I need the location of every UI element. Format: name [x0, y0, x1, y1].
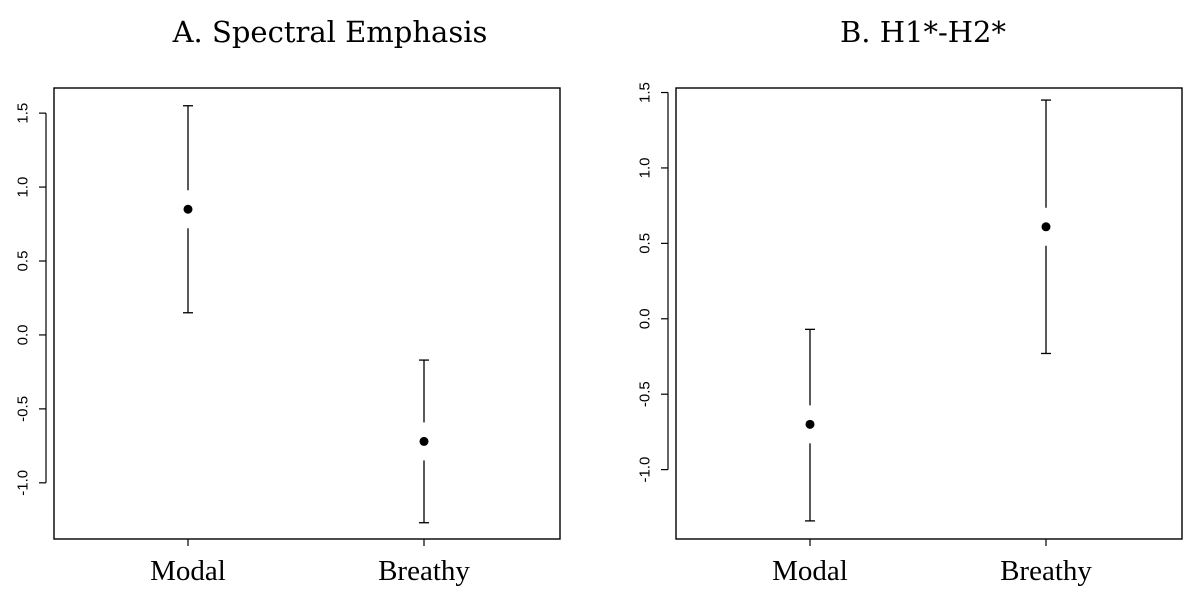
mean-point: [183, 204, 193, 214]
mean-point: [805, 419, 815, 429]
mean-point: [419, 436, 429, 446]
y-tick-label: 0.0: [637, 308, 654, 329]
y-tick-label: -0.5: [637, 381, 654, 407]
y-tick-label: 1.0: [15, 177, 32, 198]
x-category-label: Breathy: [1000, 555, 1092, 587]
panel-spectral-emphasis: A. Spectral Emphasis -1.0 -0.5 0.0 0.5 1.0 1.…: [15, 15, 561, 587]
x-category-label: Modal: [150, 555, 226, 587]
y-tick-label: 0.5: [637, 233, 654, 254]
plot-frame: [53, 87, 561, 540]
mean-point: [1041, 222, 1051, 232]
chart-title: A. Spectral Emphasis: [172, 15, 488, 49]
y-tick-label: 1.5: [637, 82, 654, 103]
y-tick-label: -0.5: [15, 396, 32, 422]
y-tick-label: -1.0: [637, 457, 654, 483]
y-tick-label: -1.0: [15, 470, 32, 496]
x-category-label: Breathy: [378, 555, 470, 587]
y-tick-label: 1.5: [15, 103, 32, 124]
y-tick-label: 0.5: [15, 251, 32, 272]
y-tick-label: 0.0: [15, 325, 32, 346]
x-category-label: Modal: [772, 555, 848, 587]
chart-title: B. H1*-H2*: [840, 15, 1007, 49]
panel-h1-h2: B. H1*-H2* -1.0 -0.5 0.0 0.5 1.0 1.5 Modal Brea…: [637, 15, 1183, 587]
plot-frame: [675, 87, 1183, 540]
y-tick-label: 1.0: [637, 158, 654, 179]
